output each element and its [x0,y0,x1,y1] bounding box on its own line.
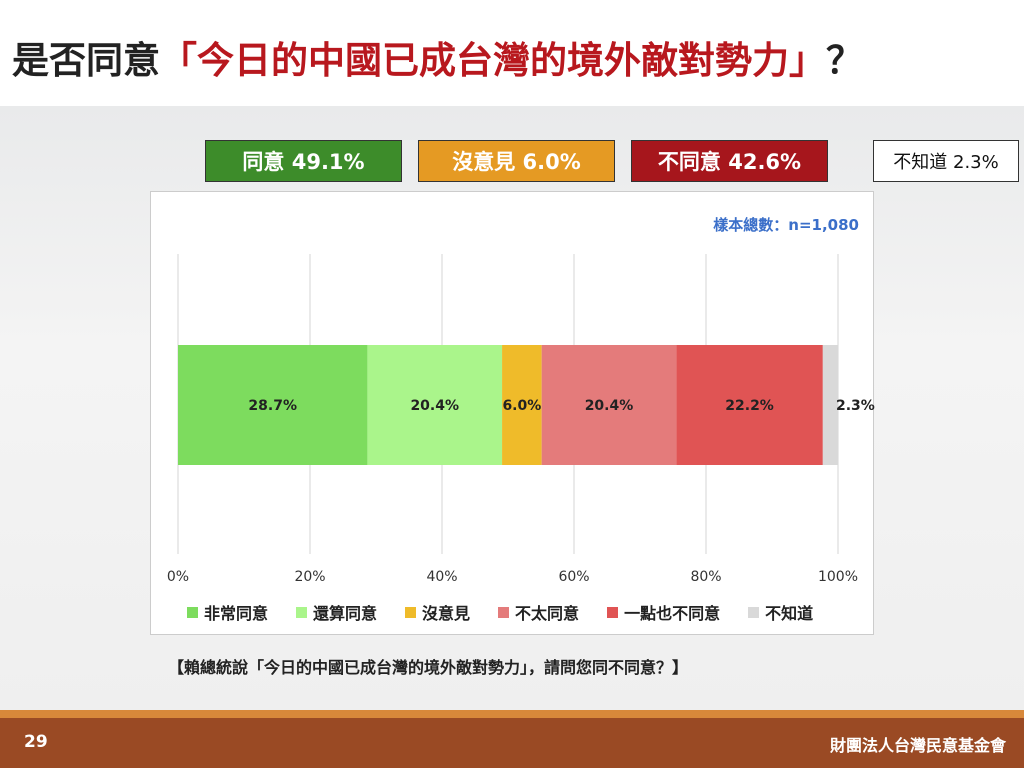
bar-data-label: 6.0% [502,398,541,414]
legend-label: 還算同意 [313,604,378,623]
legend-swatch [405,606,417,618]
organization-name: 財團法人台灣民意基金會 [829,736,1006,755]
legend-label: 非常同意 [204,604,269,623]
summary-dont-know: 不知道 2.3% [873,140,1019,182]
legend-label: 不太同意 [515,604,580,623]
bar-data-label: 22.2% [725,398,774,414]
bar-segment [541,345,677,465]
x-tick-labels: 0% 20% 40% 60% 80% 100% [167,569,858,585]
x-tick-label: 80% [690,569,721,585]
bar-data-label: 20.4% [410,398,459,414]
legend-item: 不知道 [748,600,813,624]
bar-data-label: 2.3% [836,398,875,414]
stacked-bar-chart: 28.7% 20.4% 6.0% 20.4% 22.2% 2.3% 0% 20% 40% 60%… [167,254,875,585]
footer-stripe [0,710,1024,718]
chart-legend: 非常同意 還算同意 沒意見 不太同意 一點也不同意 不知道 [187,600,841,624]
legend-item: 非常同意 [187,600,268,624]
legend-item: 沒意見 [405,600,470,624]
bar-data-label: 28.7% [248,398,297,414]
x-tick-label: 0% [167,569,189,585]
x-tick-label: 40% [426,569,457,585]
title-bar: 是否同意「今日的中國已成台灣的境外敵對勢力」？ [0,0,1024,106]
survey-question: 【賴總統說「今日的中國已成台灣的境外敵對勢力」，請問您同不同意？】 [168,658,689,677]
bar-segments [178,345,838,465]
bar-segment [822,345,838,465]
page-number: 29 [24,732,48,752]
title-suffix: ？ [826,39,863,82]
x-tick-label: 60% [558,569,589,585]
chart-frame: 樣本總數：n=1,080 28.7% 20.4% 6.0% 20.4% 22.2% 2.3… [150,191,875,635]
summary-disagree: 不同意 42.6% [631,140,828,182]
summary-no-opinion: 沒意見 6.0% [418,140,615,182]
title-prefix: 是否同意 [12,39,160,82]
legend-swatch [187,606,198,618]
legend-label: 沒意見 [422,604,471,623]
slide-title: 是否同意「今日的中國已成台灣的境外敵對勢力」？ [12,30,863,84]
legend-swatch [498,606,510,618]
x-tick-label: 20% [294,569,325,585]
title-highlight: 「今日的中國已成台灣的境外敵對勢力」 [160,39,826,82]
bar-segment [367,345,503,465]
bar-data-label: 20.4% [585,398,634,414]
legend-item: 一點也不同意 [607,600,720,624]
legend-label: 一點也不同意 [624,604,721,623]
legend-item: 還算同意 [296,600,377,624]
legend-label: 不知道 [765,604,814,623]
bar-labels: 28.7% 20.4% 6.0% 20.4% 22.2% 2.3% [248,398,874,414]
legend-item: 不太同意 [498,600,579,624]
legend-swatch [748,606,760,618]
sample-size: 樣本總數：n=1,080 [713,216,859,234]
bar-segment [502,345,542,465]
legend-swatch [296,606,308,618]
x-tick-label: 100% [818,569,858,585]
legend-swatch [607,606,619,618]
bar-segment [676,345,823,465]
summary-agree: 同意 49.1% [205,140,402,182]
bar-segment [178,345,368,465]
footer: 29 財團法人台灣民意基金會 [0,718,1024,768]
